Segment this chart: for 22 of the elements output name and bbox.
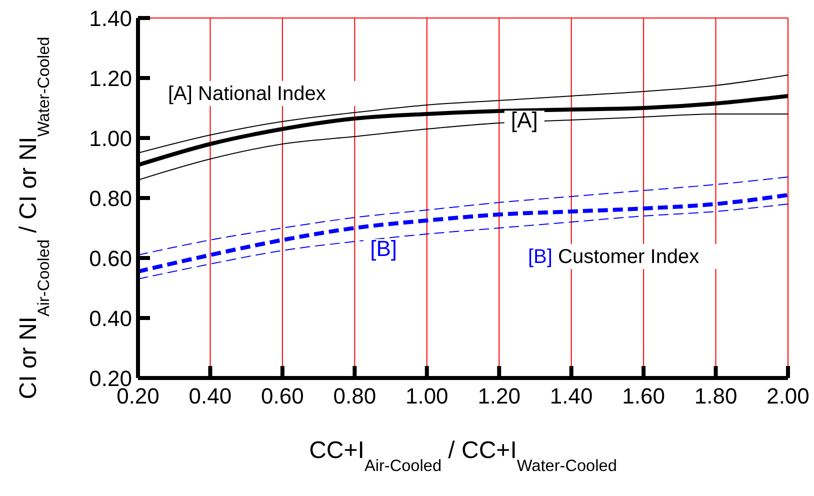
annotation: [B] — [370, 236, 398, 261]
line-series — [138, 193, 788, 274]
y-tick-label: 0.80 — [89, 186, 132, 211]
x-tick-label: 0.60 — [261, 384, 304, 409]
annotation: [A] — [510, 108, 538, 133]
y-tick-label: 1.40 — [89, 6, 132, 31]
x-tick-label: 1.80 — [694, 384, 738, 409]
y-tick-label: 1.00 — [89, 126, 132, 151]
line-series — [138, 204, 788, 280]
x-axis-title: CC+I$_{Air-Cooled}$ / CC+I$_{Water-Cooled}$ — [309, 437, 617, 476]
y-tick-label: 0.40 — [89, 306, 132, 331]
x-tick-label: 1.40 — [550, 384, 593, 409]
x-tick-label: 1.60 — [622, 384, 665, 409]
y-tick-label: 0.60 — [89, 246, 132, 271]
x-tick-label: 1.20 — [478, 384, 521, 409]
x-tick-label: 0.40 — [188, 384, 232, 409]
x-tick-label: 1.00 — [405, 384, 448, 409]
y-tick-label: 1.20 — [89, 66, 132, 91]
annotation: [A] National Index — [168, 83, 326, 105]
x-tick-label: 2.00 — [766, 384, 810, 409]
annotation: [B] Customer Index — [528, 246, 700, 268]
x-tick-label: 0.80 — [333, 384, 376, 409]
